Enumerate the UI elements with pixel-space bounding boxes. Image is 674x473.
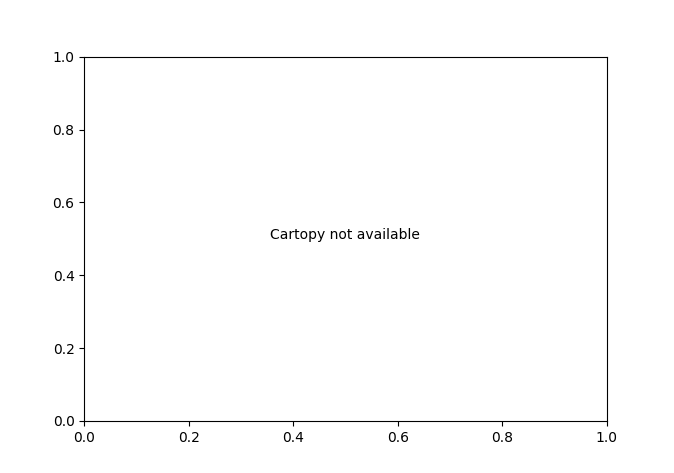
Text: Cartopy not available: Cartopy not available [270,228,421,242]
